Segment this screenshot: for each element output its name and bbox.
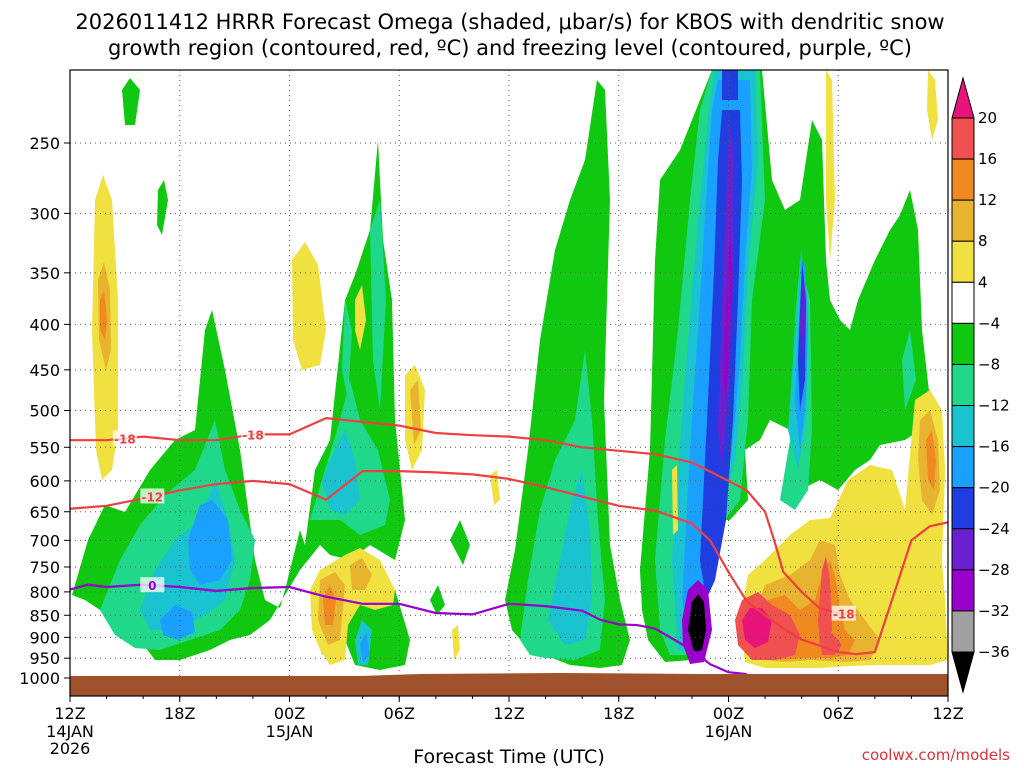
y-tick-label: 350 (29, 264, 60, 283)
colorbar-label: −12 (978, 397, 1010, 415)
colorbar-swatch (951, 281, 975, 324)
x-tick-label: 06Z (823, 704, 854, 723)
colorbar-label: −20 (978, 479, 1010, 497)
colorbar-label: −4 (978, 314, 1000, 332)
colorbar-swatch (951, 610, 975, 653)
colorbar-swatch (951, 569, 975, 612)
colorbar-swatch (951, 158, 975, 201)
contour-lines: -18 -18 -18 -12 0 (69, 417, 949, 676)
contour-label-bg (112, 430, 137, 446)
x-tick-label: 12Z (932, 704, 963, 723)
contour-label-bg (831, 605, 856, 621)
omega-shading-black (688, 594, 706, 652)
x-axis-title: Forecast Time (UTC) (413, 746, 604, 768)
y-tick-label: 750 (29, 558, 60, 577)
y-tick-label: 600 (29, 472, 60, 491)
colorbar-swatch (951, 117, 975, 160)
contour-label: -18 (114, 432, 136, 446)
x-tick-label: 00Z (713, 704, 744, 723)
credit-text: coolwx.com/models (862, 746, 1010, 764)
y-tick-label: 700 (29, 531, 60, 550)
colorbar-swatch (951, 446, 975, 489)
colorbar-bottom-triangle (951, 651, 975, 694)
x-tick-label: 12Z (493, 704, 524, 723)
omega-shading-magenta (742, 608, 772, 648)
chart-title-line-1: 2026011412 HRRR Forecast Omega (shaded, … (75, 10, 944, 34)
y-tick-label: 650 (29, 503, 60, 522)
contour-label: 0 (148, 579, 156, 593)
colorbar-top-triangle (951, 76, 975, 119)
x-tick-sublabel: 14JAN (46, 722, 94, 741)
x-tick-label: 12Z (54, 704, 85, 723)
colorbar-label: 8 (978, 232, 988, 250)
contour-line-1 (69, 417, 857, 617)
chart-title-line-2: growth region (contoured, red, ºC) and f… (108, 36, 912, 60)
x-tick-label: 00Z (274, 704, 305, 723)
contour-line-3 (69, 583, 747, 676)
y-tick-label: 450 (29, 361, 60, 380)
colorbar-label: −16 (978, 438, 1010, 456)
contour-label: -18 (242, 428, 264, 442)
y-tick-label: 300 (29, 204, 60, 223)
colorbar-label: 20 (978, 109, 997, 127)
x-tick-label: 06Z (384, 704, 415, 723)
surface-terrain (70, 676, 948, 696)
colorbar-label: 4 (978, 273, 988, 291)
y-tick-label: 250 (29, 134, 60, 153)
colorbar-swatch (951, 199, 975, 242)
x-tick-sublabel: 2026 (50, 739, 91, 758)
y-tick-label: 900 (29, 628, 60, 647)
contour-label: -18 (833, 608, 855, 622)
colorbar-swatch (951, 240, 975, 283)
colorbar-label: −36 (978, 643, 1010, 661)
colorbar-swatch (951, 405, 975, 448)
colorbar: 20 16 12 8 4 −4 −8 −12 −16 −20 −24 −28 −32 −36 (951, 76, 1010, 694)
y-tick-label: 400 (29, 315, 60, 334)
x-tick-label: 18Z (164, 704, 195, 723)
colorbar-label: −8 (978, 355, 1000, 373)
y-tick-label: 550 (29, 438, 60, 457)
y-tick-label: 800 (29, 583, 60, 602)
x-tick-sublabel: 15JAN (266, 722, 314, 741)
x-tick-label: 18Z (603, 704, 634, 723)
y-tick-label: 1000 (19, 669, 60, 688)
colorbar-swatch (951, 528, 975, 571)
colorbar-swatch (951, 363, 975, 407)
contour-label-bg (140, 577, 165, 593)
surface-terrain-edge (70, 673, 948, 680)
colorbar-label: −32 (978, 602, 1010, 620)
contour-label-bg (240, 426, 265, 442)
x-tick-sublabel: 16JAN (705, 722, 753, 741)
y-axis: 250 300 350 400 450 500 550 600 650 700 750 800 850 9… (19, 134, 70, 688)
y-tick-label: 850 (29, 606, 60, 625)
contour-line-2 (69, 470, 949, 656)
contour-label-bg (140, 488, 165, 504)
y-tick-label: 500 (29, 402, 60, 421)
colorbar-label: 16 (978, 150, 997, 168)
colorbar-swatch (951, 487, 975, 530)
colorbar-label: 12 (978, 191, 997, 209)
colorbar-label: −28 (978, 561, 1010, 579)
y-tick-label: 950 (29, 649, 60, 668)
colorbar-swatch (951, 322, 975, 365)
omega-shading-violet (718, 120, 806, 470)
colorbar-label: −24 (978, 520, 1010, 538)
contour-label: -12 (141, 490, 163, 504)
